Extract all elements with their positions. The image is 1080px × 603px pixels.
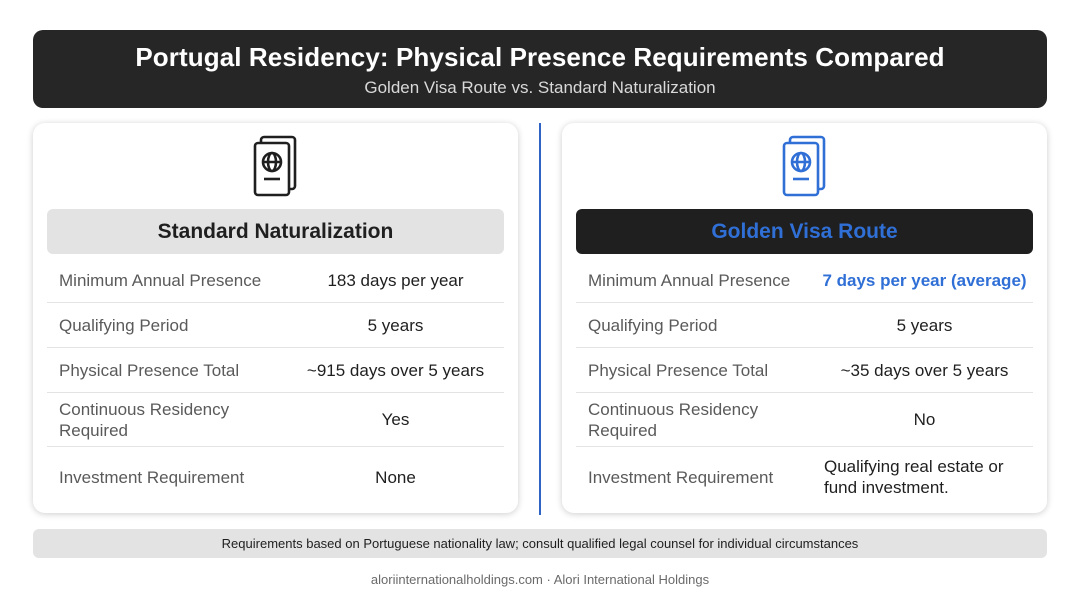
table-row: Investment Requirement None xyxy=(47,447,504,507)
standard-naturalization-card: Standard Naturalization Minimum Annual P… xyxy=(33,123,518,513)
row-label: Continuous Residency Required xyxy=(588,399,759,440)
header-banner: Portugal Residency: Physical Presence Re… xyxy=(33,30,1047,108)
golden-visa-card: Golden Visa Route Minimum Annual Presenc… xyxy=(562,123,1047,513)
row-label: Investment Requirement xyxy=(59,467,245,487)
row-label: Physical Presence Total xyxy=(588,360,769,380)
card-heading: Golden Visa Route xyxy=(576,209,1033,254)
vertical-divider xyxy=(539,123,541,515)
table-row: Minimum Annual Presence 183 days per yea… xyxy=(47,258,504,303)
row-value: None xyxy=(375,467,416,487)
row-value: 5 years xyxy=(367,315,424,335)
table-row: Continuous Residency Required No xyxy=(576,393,1033,447)
row-value: 183 days per year xyxy=(327,270,464,290)
table-row: Qualifying Period 5 years xyxy=(47,303,504,348)
row-label: Investment Requirement xyxy=(588,467,774,487)
row-value: ~35 days over 5 years xyxy=(840,360,1009,380)
table-row: Continuous Residency Required Yes xyxy=(47,393,504,447)
row-label: Minimum Annual Presence xyxy=(588,270,791,290)
row-value: Yes xyxy=(381,410,410,429)
row-value: No xyxy=(913,410,936,429)
row-value: 5 years xyxy=(896,315,953,335)
card-heading: Standard Naturalization xyxy=(47,209,504,254)
row-label: Physical Presence Total xyxy=(59,360,240,380)
requirements-table: Minimum Annual Presence 183 days per yea… xyxy=(47,258,504,507)
table-row: Physical Presence Total ~915 days over 5… xyxy=(47,348,504,393)
row-value: Qualifying real estate or fund investmen… xyxy=(824,457,1004,497)
passport-icon xyxy=(782,135,825,197)
passport-icon xyxy=(253,135,296,197)
requirements-table: Minimum Annual Presence 7 days per year … xyxy=(576,258,1033,507)
row-value: ~915 days over 5 years xyxy=(306,360,485,380)
table-row: Minimum Annual Presence 7 days per year … xyxy=(576,258,1033,303)
table-row: Qualifying Period 5 years xyxy=(576,303,1033,348)
source-credit: aloriinternationalholdings.com · Alori I… xyxy=(370,572,710,587)
page-subtitle: Golden Visa Route vs. Standard Naturaliz… xyxy=(364,78,716,97)
footnote: Requirements based on Portuguese nationa… xyxy=(33,529,1047,558)
row-label: Continuous Residency Required xyxy=(59,399,230,440)
page-title: Portugal Residency: Physical Presence Re… xyxy=(135,42,945,72)
row-label: Qualifying Period xyxy=(588,315,718,335)
table-row: Investment Requirement Qualifying real e… xyxy=(576,447,1033,507)
table-row: Physical Presence Total ~35 days over 5 … xyxy=(576,348,1033,393)
row-value: 7 days per year (average) xyxy=(822,270,1027,290)
row-label: Qualifying Period xyxy=(59,315,189,335)
row-label: Minimum Annual Presence xyxy=(59,270,262,290)
